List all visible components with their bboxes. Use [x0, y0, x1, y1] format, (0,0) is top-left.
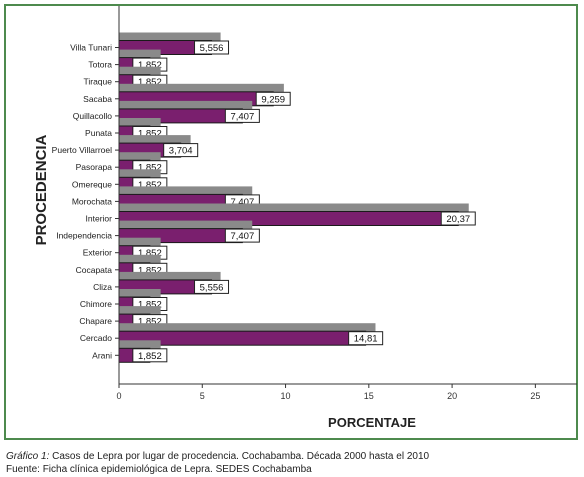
category-label-independencia: Independencia — [56, 231, 112, 241]
data-label-chapare: 1,852 — [138, 317, 162, 328]
figure-label: Gráfico 1: — [6, 451, 50, 462]
category-label-arani: Arani — [92, 350, 112, 360]
bars-group: 5,556 1,852 1,852 9,259 7,407 1,852 3,704 1,852… — [118, 32, 476, 363]
bar-back-cercado — [119, 323, 376, 334]
x-tick-label-15: 15 — [364, 391, 374, 401]
data-label-box-villa-tunari — [194, 40, 230, 55]
data-label-cocapata: 1,852 — [138, 265, 162, 276]
category-label-chapare: Chapare — [79, 316, 112, 326]
data-label-cliza: 5,556 — [200, 282, 224, 293]
data-label-box-sacaba — [255, 91, 291, 106]
data-label-tiraque: 1,852 — [138, 77, 162, 88]
data-label-morochata: 7,407 — [230, 197, 254, 208]
data-label-puerto-villarroel: 3,704 — [169, 146, 193, 157]
category-label-tiraque: Tiraque — [83, 77, 112, 87]
bar-back-exterior — [119, 237, 161, 248]
axes-group: Villa Tunari Totora Tiraque Sacaba Quillacol… — [52, 6, 577, 401]
data-label-box-interior — [440, 211, 476, 226]
data-label-exterior: 1,852 — [138, 248, 162, 259]
x-tick-label-25: 25 — [530, 391, 540, 401]
bar-back-arani — [119, 340, 161, 351]
category-label-totora: Totora — [88, 60, 112, 70]
bar-back-chapare — [119, 306, 161, 317]
bar-chart: PROCEDENCIA PORCENTAJE 5,556 1,852 1,852 9,… — [33, 6, 577, 430]
x-tick-label-5: 5 — [200, 391, 205, 401]
category-label-cocapata: Cocapata — [76, 265, 113, 275]
bar-back-sacaba — [119, 83, 284, 94]
data-label-villa-tunari: 5,556 — [200, 43, 224, 54]
data-label-independencia: 7,407 — [230, 231, 254, 242]
data-label-box-puerto-villarroel — [163, 143, 199, 158]
bar-back-punata — [119, 118, 161, 128]
bar-back-totora — [119, 49, 161, 60]
caption-line-1: Gráfico 1: Casos de Lepra por lugar de p… — [6, 450, 578, 463]
category-label-villa-tunari: Villa Tunari — [70, 43, 112, 53]
x-tick-label-20: 20 — [447, 391, 457, 401]
category-label-puerto-villarroel: Puerto Villarroel — [52, 145, 112, 155]
data-label-chimore: 1,852 — [138, 300, 162, 311]
category-label-exterior: Exterior — [83, 248, 112, 258]
bar-back-pasorapa — [119, 152, 161, 163]
data-label-sacaba: 9,259 — [261, 94, 285, 105]
bar-back-cocapata — [119, 254, 161, 265]
data-label-box-cliza — [194, 279, 230, 294]
category-label-morochata: Morochata — [72, 196, 112, 206]
bar-back-quillacollo — [119, 100, 253, 111]
y-axis-title: PROCEDENCIA — [33, 134, 50, 245]
bar-back-villa-tunari — [119, 32, 221, 43]
bar-back-interior — [119, 203, 469, 214]
data-label-interior: 20,37 — [446, 214, 470, 225]
figure-text: Casos de Lepra por lugar de procedencia.… — [52, 451, 430, 462]
bar-back-morochata — [119, 186, 253, 197]
data-label-box-quillacollo — [224, 108, 260, 123]
data-label-box-cercado — [348, 331, 384, 346]
x-tick-label-10: 10 — [281, 391, 291, 401]
data-label-totora: 1,852 — [138, 60, 162, 71]
category-label-chimore: Chimore — [80, 299, 112, 309]
category-label-sacaba: Sacaba — [83, 94, 112, 104]
bar-back-chimore — [119, 289, 161, 299]
x-axis-title: PORCENTAJE — [328, 415, 416, 430]
x-tick-label-0: 0 — [116, 391, 121, 401]
category-label-quillacollo: Quillacollo — [73, 111, 112, 121]
data-label-pasorapa: 1,852 — [138, 163, 162, 174]
category-label-pasorapa: Pasorapa — [76, 162, 113, 172]
category-label-interior: Interior — [86, 214, 113, 224]
bar-back-independencia — [119, 220, 253, 231]
bar-back-tiraque — [119, 66, 161, 77]
data-label-box-independencia — [224, 228, 260, 243]
bar-back-puerto-villarroel — [119, 135, 191, 146]
data-label-punata: 1,852 — [138, 129, 162, 140]
data-label-box-arani — [132, 348, 168, 363]
data-label-arani: 1,852 — [138, 351, 162, 362]
bar-back-omereque — [119, 169, 161, 180]
figure-caption: Gráfico 1: Casos de Lepra por lugar de p… — [6, 450, 578, 476]
bar-back-cliza — [119, 271, 221, 282]
category-label-cercado: Cercado — [80, 333, 112, 343]
category-label-omereque: Omereque — [72, 179, 112, 189]
data-label-quillacollo: 7,407 — [230, 111, 254, 122]
category-label-punata: Punata — [85, 128, 112, 138]
source-text: Fuente: Ficha clínica epidemiológica de … — [6, 464, 312, 475]
data-label-omereque: 1,852 — [138, 180, 162, 191]
category-label-cliza: Cliza — [93, 282, 112, 292]
data-label-cercado: 14,81 — [354, 334, 378, 345]
